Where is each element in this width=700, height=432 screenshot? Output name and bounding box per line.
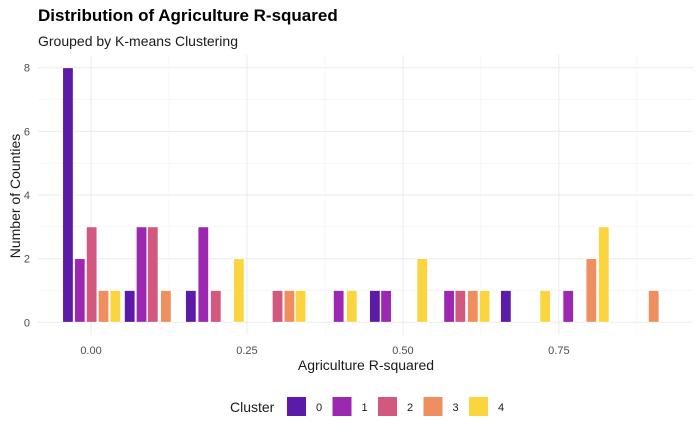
- bar-cluster-3: [647, 290, 660, 323]
- y-tick-label: 4: [24, 190, 30, 202]
- bar-cluster-4: [416, 258, 428, 323]
- bar-cluster-1: [74, 258, 86, 323]
- bar-cluster-1: [197, 226, 210, 323]
- legend-swatch-0: [287, 397, 306, 416]
- legend: Cluster 0 1 2 3 4: [230, 397, 504, 416]
- bar-cluster-0: [500, 290, 512, 323]
- legend-label-3: 3: [453, 402, 459, 414]
- bar-cluster-2: [454, 290, 467, 323]
- bar-cluster-4: [109, 290, 122, 323]
- x-tick-label: 0.25: [236, 345, 257, 357]
- legend-label-0: 0: [316, 402, 322, 414]
- bar-cluster-0: [185, 290, 197, 323]
- y-axis-label: Number of Counties: [7, 134, 23, 259]
- legend-title: Cluster: [230, 399, 275, 415]
- bar-cluster-2: [210, 290, 222, 323]
- bar-cluster-3: [283, 290, 296, 323]
- bar-cluster-3: [97, 290, 110, 323]
- x-tick-label: 0.50: [392, 345, 413, 357]
- legend-label-2: 2: [407, 402, 413, 414]
- x-axis-ticks: 0.00 0.25 0.50 0.75: [80, 345, 569, 357]
- bar-cluster-1: [332, 290, 345, 323]
- bar-cluster-3: [160, 290, 172, 323]
- bar-cluster-4: [294, 290, 307, 323]
- x-axis-label: Agriculture R-squared: [298, 357, 434, 373]
- bar-cluster-3: [467, 290, 479, 323]
- y-axis-ticks: 0 2 4 6 8: [24, 63, 30, 330]
- bar-cluster-4: [478, 290, 491, 323]
- legend-swatch-4: [469, 397, 488, 416]
- legend-swatch-2: [378, 397, 397, 416]
- chart-title: Distribution of Agriculture R-squared: [38, 6, 338, 25]
- y-tick-label: 0: [24, 317, 30, 329]
- bar-cluster-0: [369, 290, 381, 323]
- bar-cluster-1: [135, 226, 148, 323]
- bar-cluster-1: [443, 290, 455, 323]
- bar-cluster-4: [539, 290, 551, 323]
- bar-cluster-4: [233, 258, 245, 323]
- y-tick-label: 8: [24, 63, 30, 75]
- y-tick-label: 2: [24, 254, 30, 266]
- bar-cluster-2: [271, 290, 284, 323]
- bar-cluster-1: [562, 290, 574, 323]
- bar-cluster-0: [123, 290, 136, 323]
- x-tick-label: 0.00: [80, 345, 101, 357]
- legend-swatch-1: [332, 397, 352, 416]
- y-tick-label: 6: [24, 126, 30, 138]
- bar-cluster-4: [598, 226, 610, 323]
- bar-cluster-2: [147, 226, 159, 323]
- legend-label-1: 1: [362, 402, 368, 414]
- legend-label-4: 4: [498, 402, 504, 414]
- bar-cluster-3: [585, 258, 598, 323]
- chart-subtitle: Grouped by K-means Clustering: [38, 33, 238, 49]
- legend-swatch-3: [423, 397, 443, 416]
- bar-cluster-0: [62, 67, 74, 323]
- bar-cluster-1: [380, 290, 392, 323]
- bar-cluster-2: [85, 226, 98, 323]
- x-tick-label: 0.75: [548, 345, 569, 357]
- bars-layer: [62, 67, 660, 323]
- bar-cluster-4: [346, 290, 358, 323]
